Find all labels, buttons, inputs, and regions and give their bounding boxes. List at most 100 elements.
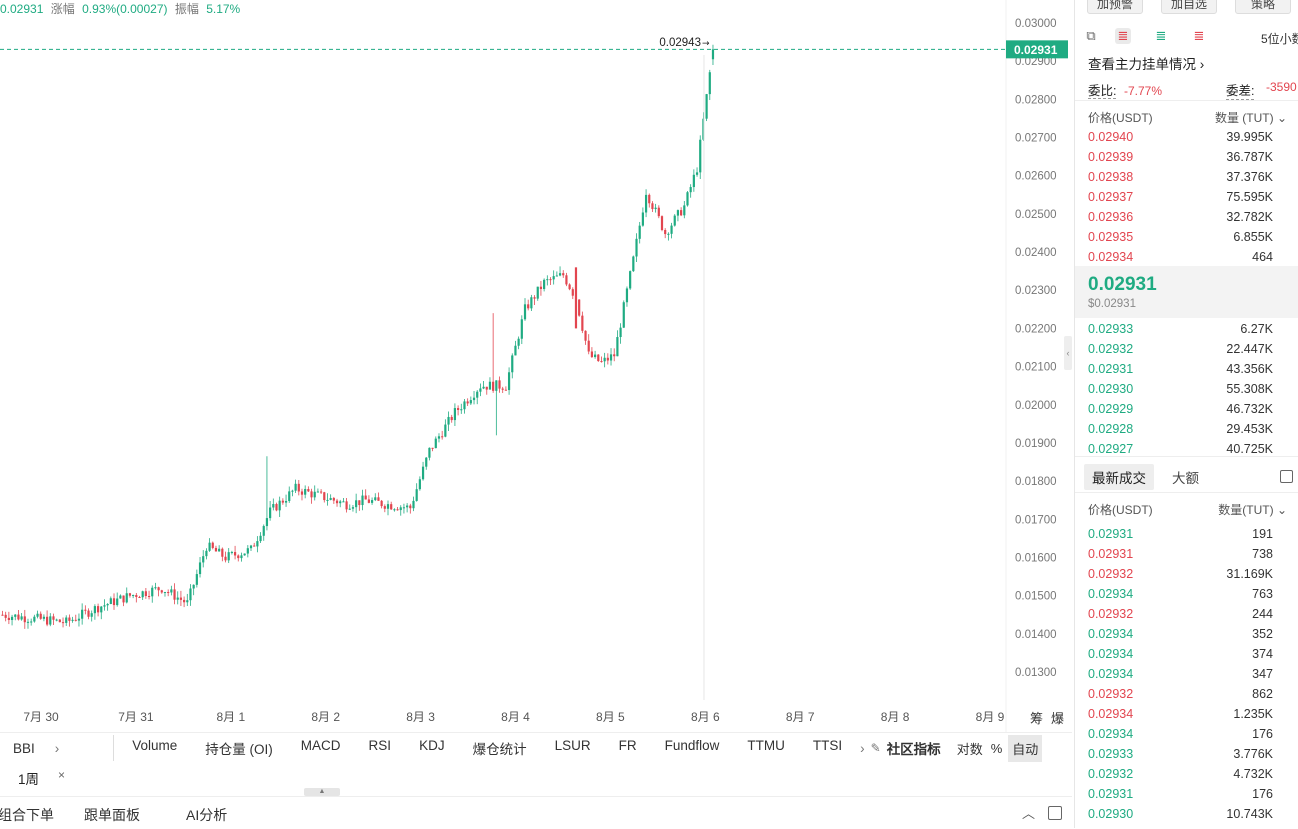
bid-row[interactable]: 0.02933 6.27K bbox=[1088, 319, 1273, 339]
expand-icon[interactable] bbox=[1048, 806, 1062, 820]
candle-body bbox=[214, 547, 218, 552]
percent-scale-toggle[interactable]: % bbox=[990, 740, 1003, 756]
trade-row[interactable]: 0.02931 191 bbox=[1088, 524, 1273, 544]
trade-row[interactable]: 0.02934 1.235K bbox=[1088, 704, 1273, 724]
ask-row[interactable]: 0.02934 464 bbox=[1088, 247, 1273, 267]
chevron-right-icon[interactable]: › bbox=[860, 740, 865, 756]
trade-row[interactable]: 0.02932 31.169K bbox=[1088, 564, 1273, 584]
ask-row[interactable]: 0.02936 32.782K bbox=[1088, 207, 1273, 227]
close-icon[interactable]: × bbox=[58, 768, 66, 782]
trade-row[interactable]: 0.02934 352 bbox=[1088, 624, 1273, 644]
bid-row[interactable]: 0.02932 22.447K bbox=[1088, 339, 1273, 359]
chart-area[interactable]: 0.03000 0.02900 0.02800 0.02700 0.02600 0.025… bbox=[0, 0, 1072, 732]
popout-icon[interactable]: ⧉ bbox=[1086, 28, 1096, 43]
tab-ai-analysis[interactable]: AI分析 bbox=[186, 807, 228, 823]
ask-row[interactable]: 0.02939 36.787K bbox=[1088, 147, 1273, 167]
orderbook-asks-icon[interactable]: ≣ bbox=[1193, 28, 1205, 43]
ask-qty: 37.376K bbox=[1226, 170, 1273, 184]
trade-row[interactable]: 0.02932 244 bbox=[1088, 604, 1273, 624]
candle-body bbox=[10, 616, 14, 621]
trade-price: 0.02932 bbox=[1088, 687, 1134, 701]
orderbook-qty-header[interactable]: 数量 (TUT) ⌄ bbox=[1215, 108, 1287, 128]
tab-combo-order[interactable]: 组合下单 bbox=[0, 807, 54, 823]
indicator-volume[interactable]: Volume bbox=[132, 738, 178, 753]
candle-body bbox=[233, 552, 237, 556]
bid-row[interactable]: 0.02929 46.732K bbox=[1088, 399, 1273, 419]
trades-price-header: 价格(USDT) bbox=[1088, 503, 1153, 517]
bid-row[interactable]: 0.02931 43.356K bbox=[1088, 359, 1273, 379]
filter-checkbox[interactable] bbox=[1280, 470, 1293, 483]
x-tick-label: 8月 1 bbox=[216, 710, 245, 724]
candle-body bbox=[189, 588, 192, 601]
indicator-rsi[interactable]: RSI bbox=[368, 738, 392, 753]
indicator-ttsi[interactable]: TTSI bbox=[812, 738, 843, 753]
ask-row[interactable]: 0.02940 39.995K bbox=[1088, 127, 1273, 147]
indicator-oi[interactable]: 持仓量 (OI) bbox=[205, 742, 273, 757]
indicator-fundflow[interactable]: Fundflow bbox=[664, 738, 720, 753]
trade-price: 0.02934 bbox=[1088, 627, 1134, 641]
trade-row[interactable]: 0.02934 347 bbox=[1088, 664, 1273, 684]
trade-row[interactable]: 0.02931 738 bbox=[1088, 544, 1273, 564]
ask-row[interactable]: 0.02937 75.595K bbox=[1088, 187, 1273, 207]
trade-row[interactable]: 0.02932 4.732K bbox=[1088, 764, 1273, 784]
trade-row[interactable]: 0.02934 763 bbox=[1088, 584, 1273, 604]
trades-qty-header[interactable]: 数量(TUT) ⌄ bbox=[1218, 500, 1287, 520]
precision-select[interactable]: 5位小数 bbox=[1261, 32, 1298, 46]
indicator-bbi[interactable]: BBI bbox=[13, 740, 35, 756]
x-tick-label: 7月 31 bbox=[118, 710, 154, 724]
log-scale-toggle[interactable]: 对数 bbox=[956, 741, 983, 757]
candle-body bbox=[555, 275, 558, 277]
tab-latest-trades[interactable]: 最新成交 bbox=[1084, 464, 1154, 490]
candle-body bbox=[711, 49, 715, 60]
indicator-macd[interactable]: MACD bbox=[300, 738, 341, 753]
ask-row[interactable]: 0.02938 37.376K bbox=[1088, 167, 1273, 187]
tab-copy-trade[interactable]: 跟单面板 bbox=[84, 807, 140, 823]
tab-large-trades[interactable]: 大额 bbox=[1172, 471, 1199, 486]
divider bbox=[1075, 492, 1298, 493]
orderbook-both-icon[interactable]: ≣ bbox=[1115, 28, 1131, 44]
bid-row[interactable]: 0.02927 40.725K bbox=[1088, 439, 1273, 459]
indicator-fr[interactable]: FR bbox=[618, 738, 637, 753]
candle-body bbox=[307, 489, 310, 492]
candle-body bbox=[52, 616, 55, 620]
trade-row[interactable]: 0.02933 3.776K bbox=[1088, 744, 1273, 764]
trade-row[interactable]: 0.02934 374 bbox=[1088, 644, 1273, 664]
chevron-up-icon[interactable]: ︿ bbox=[1022, 806, 1036, 821]
auto-scale-toggle[interactable]: 自动 bbox=[1008, 734, 1043, 762]
indicator-ttmu[interactable]: TTMU bbox=[747, 738, 785, 753]
candle-body bbox=[138, 597, 141, 599]
trade-price: 0.02934 bbox=[1088, 727, 1134, 741]
candle-body bbox=[507, 372, 511, 391]
add-watchlist-button[interactable]: 加自选 bbox=[1161, 0, 1217, 14]
bid-price: 0.02933 bbox=[1088, 322, 1134, 336]
ask-row[interactable]: 0.02935 6.855K bbox=[1088, 227, 1273, 247]
drag-handle[interactable]: ▲ bbox=[304, 788, 340, 796]
chevron-right-icon[interactable]: › bbox=[54, 740, 60, 756]
candle-body bbox=[479, 388, 482, 392]
indicator-kdj[interactable]: KDJ bbox=[419, 738, 445, 753]
main-orders-link[interactable]: 查看主力挂单情况 › bbox=[1088, 53, 1204, 73]
period-tag[interactable]: 1周 bbox=[18, 772, 40, 787]
trade-row[interactable]: 0.02931 176 bbox=[1088, 784, 1273, 804]
candlestick-chart[interactable]: 0.03000 0.02900 0.02800 0.02700 0.02600 0.025… bbox=[0, 0, 1072, 732]
trade-row[interactable]: 0.02932 862 bbox=[1088, 684, 1273, 704]
trade-row[interactable]: 0.02930 10.743K bbox=[1088, 804, 1273, 824]
trade-row[interactable]: 0.02934 176 bbox=[1088, 724, 1273, 744]
y-tick-label: 0.01800 bbox=[1015, 476, 1057, 488]
candle-body bbox=[565, 275, 568, 285]
edit-icon[interactable]: ✎ bbox=[870, 741, 881, 755]
bid-row[interactable]: 0.02928 29.453K bbox=[1088, 419, 1273, 439]
panel-collapse-handle[interactable]: ‹ bbox=[1064, 336, 1072, 370]
orderbook-bids-icon[interactable]: ≣ bbox=[1155, 28, 1167, 43]
candle-body bbox=[648, 194, 651, 204]
bid-row[interactable]: 0.02930 55.308K bbox=[1088, 379, 1273, 399]
y-tick-label: 0.01600 bbox=[1015, 552, 1057, 564]
indicator-lsur[interactable]: LSUR bbox=[554, 738, 591, 753]
add-alert-button[interactable]: 加预警 bbox=[1087, 0, 1143, 14]
community-indicators[interactable]: 社区指标 bbox=[886, 742, 941, 757]
strategy-button[interactable]: 策略 bbox=[1235, 0, 1291, 14]
candle-body bbox=[708, 72, 711, 95]
trade-price: 0.02934 bbox=[1088, 667, 1134, 681]
candle-body bbox=[370, 500, 374, 503]
indicator-liquidation[interactable]: 爆仓统计 bbox=[472, 742, 527, 757]
